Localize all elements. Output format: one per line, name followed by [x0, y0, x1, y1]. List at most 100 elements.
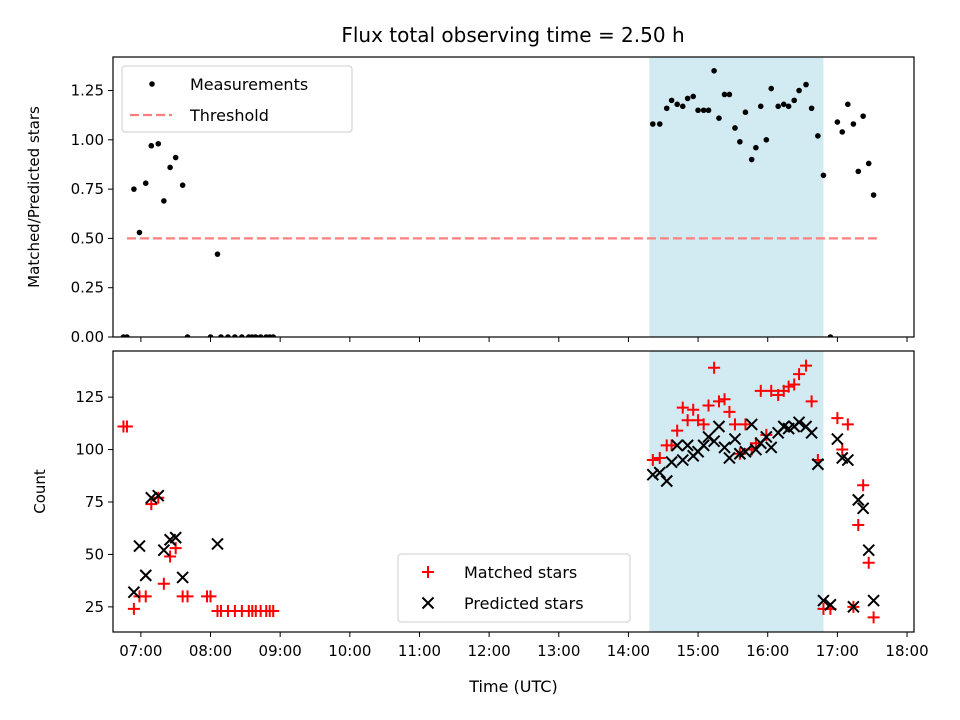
- measurement-point: [155, 140, 162, 147]
- matched-star-point: [712, 395, 725, 408]
- predicted-star-point: [697, 439, 710, 452]
- x-tick-label: 17:00: [816, 642, 859, 660]
- measurement-point: [136, 229, 143, 236]
- legend-label: Predicted stars: [464, 594, 584, 613]
- measurement-point: [663, 105, 670, 112]
- legend-label: Matched stars: [464, 563, 577, 582]
- x-tick-label: 15:00: [676, 642, 719, 660]
- measurement-point: [726, 91, 733, 98]
- predicted-star-point: [745, 418, 758, 431]
- legend: Measurements Threshold: [121, 65, 353, 133]
- matched-star-point: [681, 414, 694, 427]
- measurement-point: [757, 103, 764, 110]
- measurement-point: [184, 334, 191, 337]
- y-tick-label: 0.75: [71, 180, 104, 198]
- predicted-star-point: [749, 443, 763, 456]
- matched-star-point: [765, 384, 778, 397]
- measurement-point: [753, 144, 759, 151]
- matched-star-point: [739, 418, 752, 431]
- matched-star-point: [120, 420, 133, 433]
- matched-star-point: [671, 424, 684, 437]
- measurement-point: [684, 95, 691, 102]
- predicted-star-point: [805, 426, 818, 439]
- measurement-point: [270, 334, 276, 337]
- measurement-point: [815, 133, 821, 139]
- axes-frame: [112, 56, 915, 338]
- matched-star-point: [793, 368, 806, 381]
- measurement-point: [252, 334, 259, 337]
- measurement-point: [820, 172, 827, 179]
- x-tick-label: 12:00: [468, 642, 511, 660]
- predicted-star-point: [152, 489, 165, 502]
- legend: Matched stars Predicted stars: [397, 553, 631, 623]
- axes-frame: [112, 350, 915, 633]
- matched-star-point: [697, 418, 710, 431]
- measurement-point: [748, 156, 755, 163]
- y-tick-label: 50: [85, 545, 104, 563]
- legend-label: Measurements: [190, 75, 308, 94]
- matched-star-point: [723, 405, 736, 418]
- predicted-star-point: [670, 439, 684, 452]
- x-tick-label: 10:00: [328, 642, 371, 660]
- matched-star-point: [127, 602, 140, 615]
- measurement-point: [656, 121, 663, 127]
- predicted-star-point: [676, 453, 689, 467]
- x-tick-label: 18:00: [885, 642, 928, 660]
- predicted-star-point: [133, 539, 146, 553]
- y-tick-label: 75: [85, 493, 104, 511]
- predicted-star-point: [723, 451, 736, 465]
- matched-star-point: [687, 403, 700, 416]
- matched-star-point: [841, 418, 854, 431]
- predicted-star-point: [681, 439, 694, 452]
- measurement-point: [239, 334, 245, 337]
- matched-star-point: [782, 380, 795, 393]
- measurement-point: [668, 97, 675, 104]
- y-tick-label: 25: [85, 598, 104, 616]
- measurement-point: [791, 97, 797, 104]
- highlight-band: [649, 57, 824, 337]
- legend-label: Threshold: [189, 106, 269, 125]
- measurement-point: [763, 137, 770, 143]
- count-panel: 25 50 75 100 125 07:00 08:00 09:00 10:00 11:00 12:…: [31, 350, 929, 696]
- predicted-star-point: [862, 544, 875, 557]
- predicted-star-point: [660, 474, 673, 488]
- matched-star-point: [653, 451, 666, 464]
- predicted-star-point: [127, 585, 141, 599]
- measurement-point: [808, 105, 815, 112]
- measurement-point: [650, 121, 656, 127]
- measurement-point: [124, 334, 130, 337]
- measurement-point: [695, 107, 701, 114]
- matched-star-point: [852, 519, 865, 532]
- matched-star-point: [646, 454, 659, 467]
- matched-star-point: [708, 361, 721, 374]
- chart-title: Flux total observing time = 2.50 h: [341, 23, 684, 47]
- measurement-point: [214, 251, 221, 257]
- measurement-point: [142, 180, 149, 186]
- measurement-point: [690, 93, 697, 100]
- y-axis-label: Matched/Predicted stars: [25, 106, 43, 288]
- measurement-point: [711, 68, 717, 74]
- matched-star-point: [754, 384, 767, 397]
- predicted-star-point: [792, 416, 806, 429]
- predicted-star-point: [211, 537, 224, 551]
- matched-star-point: [157, 577, 170, 590]
- y-tick-label: 1.00: [71, 131, 104, 149]
- measurement-point: [207, 334, 214, 337]
- measurement-point: [775, 103, 781, 110]
- measurement-point: [674, 101, 680, 108]
- predicted-star-point: [847, 600, 860, 614]
- predicted-star-point: [856, 502, 870, 515]
- y-axis-label: Count: [31, 469, 49, 514]
- measurement-point: [716, 115, 722, 121]
- x-tick-label: 11:00: [398, 642, 441, 660]
- measurement-point: [172, 154, 179, 161]
- legend-box: [397, 553, 631, 623]
- measurement-point: [232, 334, 238, 337]
- matched-star-point: [862, 556, 875, 569]
- measurement-point: [860, 113, 866, 119]
- predicted-star-point: [765, 441, 778, 454]
- measurement-point: [845, 101, 851, 108]
- x-axis-label: Time (UTC): [468, 677, 557, 696]
- x-tick-label: 08:00: [189, 642, 232, 660]
